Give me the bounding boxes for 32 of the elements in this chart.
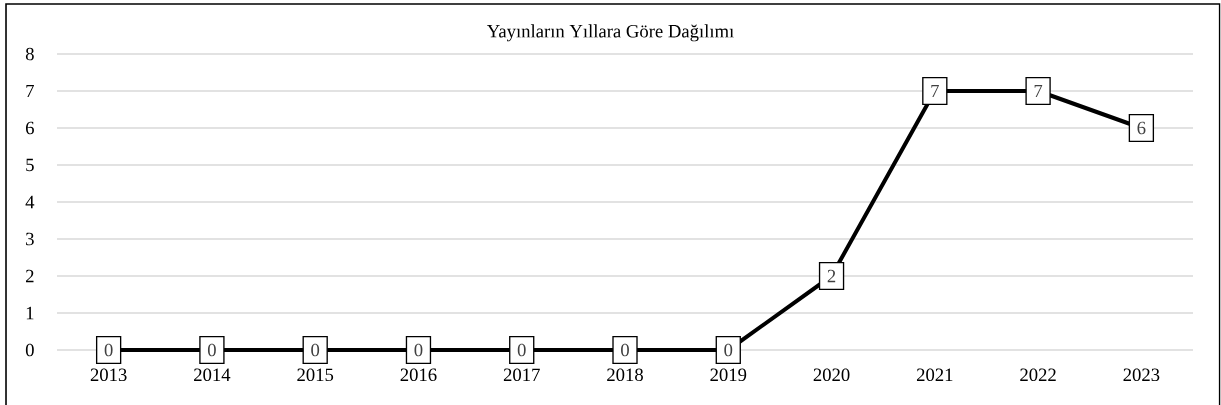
data-label: 2 xyxy=(827,269,836,283)
y-tick-label: 4 xyxy=(25,195,35,209)
x-tick-label: 2014 xyxy=(194,368,231,382)
x-tick-label: 2017 xyxy=(503,368,540,382)
data-label: 0 xyxy=(311,343,320,357)
x-tick-label: 2013 xyxy=(90,368,127,382)
x-tick-label: 2016 xyxy=(400,368,437,382)
data-label: 0 xyxy=(207,343,216,357)
y-tick-label: 6 xyxy=(25,121,34,135)
x-tick-label: 2023 xyxy=(1123,368,1160,382)
y-tick-label: 7 xyxy=(26,84,34,98)
x-tick-label: 2015 xyxy=(297,368,334,382)
y-tick-label: 2 xyxy=(26,269,34,283)
data-label: 0 xyxy=(517,343,526,357)
y-tick-label: 0 xyxy=(25,343,34,357)
y-tick-label: 8 xyxy=(25,47,34,61)
data-label: 0 xyxy=(104,343,113,357)
x-tick-label: 2018 xyxy=(607,368,643,382)
data-label: 7 xyxy=(931,84,939,98)
x-tick-label: 2021 xyxy=(916,368,953,382)
y-tick-label: 1 xyxy=(26,306,34,320)
data-label: 0 xyxy=(414,343,423,357)
data-label: 0 xyxy=(724,343,733,357)
data-label: 7 xyxy=(1034,84,1043,98)
y-tick-label: 5 xyxy=(26,158,34,172)
data-label: 6 xyxy=(1137,121,1146,135)
y-tick-label: 3 xyxy=(26,232,34,246)
chart-title: Yayınların Yıllara Göre Dağılımı xyxy=(486,24,734,42)
x-tick-label: 2019 xyxy=(710,368,747,382)
data-label: 0 xyxy=(621,343,629,357)
x-tick-label: 2020 xyxy=(813,368,850,382)
x-tick-label: 2022 xyxy=(1020,368,1056,382)
